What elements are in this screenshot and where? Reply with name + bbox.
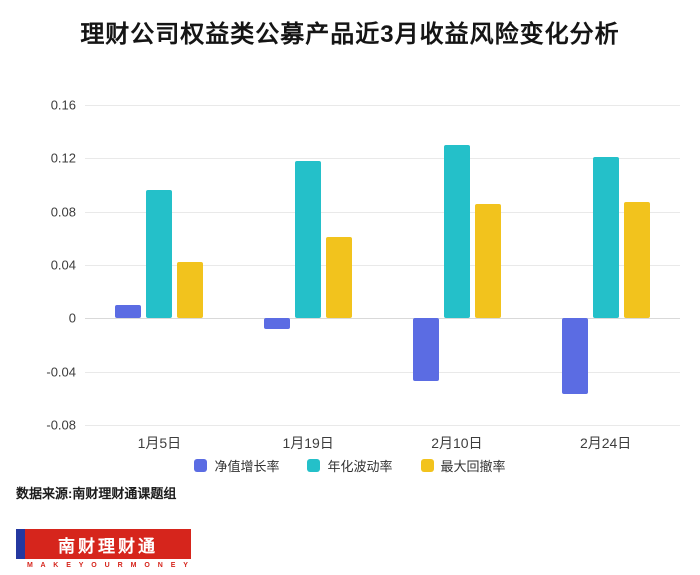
legend-label: 年化波动率 [327,459,393,474]
x-axis-label: 1月19日 [282,435,334,451]
bar [177,262,204,319]
logo-tagline: M A K E Y O U R M O N E Y [27,562,191,569]
y-axis-tick-label: 0.08 [50,204,76,220]
legend-item[interactable]: 净值增长率 [194,456,279,475]
y-axis-tick-label: -0.04 [46,364,76,380]
gridline [85,265,680,266]
chart-title: 理财公司权益类公募产品近3月收益风险变化分析 [80,21,620,48]
legend-marker [194,459,208,472]
x-axis-label: 1月5日 [137,435,182,451]
logo: 南财理财通 M A K E Y O U R M O N E Y [16,529,191,569]
y-axis-tick-label: 0 [68,310,76,326]
bar [443,145,470,319]
gridline [85,105,680,106]
gridline [85,158,680,160]
bar [326,237,353,319]
data-source-note: 数据来源:南财理财通课题组 [16,486,177,501]
legend-item[interactable]: 年化波动率 [307,456,393,475]
bar [474,203,501,319]
bar [412,318,439,381]
gridline [85,425,680,426]
y-axis-tick-label: 0.12 [50,150,76,166]
x-axis-label: 2月10日 [431,435,483,451]
bar [146,190,173,319]
bar [295,161,322,319]
logo-wordmark: 南财理财通 [25,529,191,559]
legend-label: 净值增长率 [214,459,280,474]
bar [561,318,588,395]
legend-item[interactable]: 最大回撤率 [420,456,506,475]
x-axis-label: 2月24日 [579,435,632,451]
y-axis-tick-label: 0.16 [50,97,76,113]
bar [115,305,142,319]
legend-marker [420,459,434,472]
logo-text-block: 南财理财通 M A K E Y O U R M O N E Y [25,529,191,569]
bar [264,318,291,329]
y-axis-tick-label: -0.08 [46,417,76,433]
bar [592,157,619,319]
gridline [85,318,680,320]
gridline [85,371,680,373]
bar [623,202,650,319]
legend: 净值增长率 年化波动率 最大回撤率 [0,456,700,475]
y-axis-tick-label: 0.04 [50,257,76,273]
gridline [85,211,680,213]
legend-marker [307,459,321,472]
legend-label: 最大回撤率 [440,459,506,474]
logo-blue-square [16,529,25,559]
